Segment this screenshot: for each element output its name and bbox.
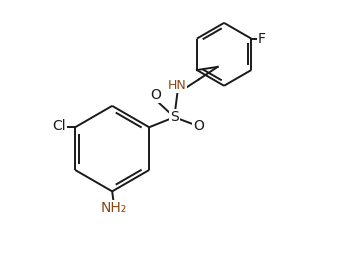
Text: O: O	[193, 119, 204, 133]
Text: NH₂: NH₂	[100, 201, 126, 215]
Text: O: O	[150, 88, 161, 102]
Text: Cl: Cl	[52, 119, 66, 133]
Text: S: S	[170, 110, 179, 124]
Text: F: F	[258, 32, 266, 45]
Text: HN: HN	[168, 79, 187, 92]
